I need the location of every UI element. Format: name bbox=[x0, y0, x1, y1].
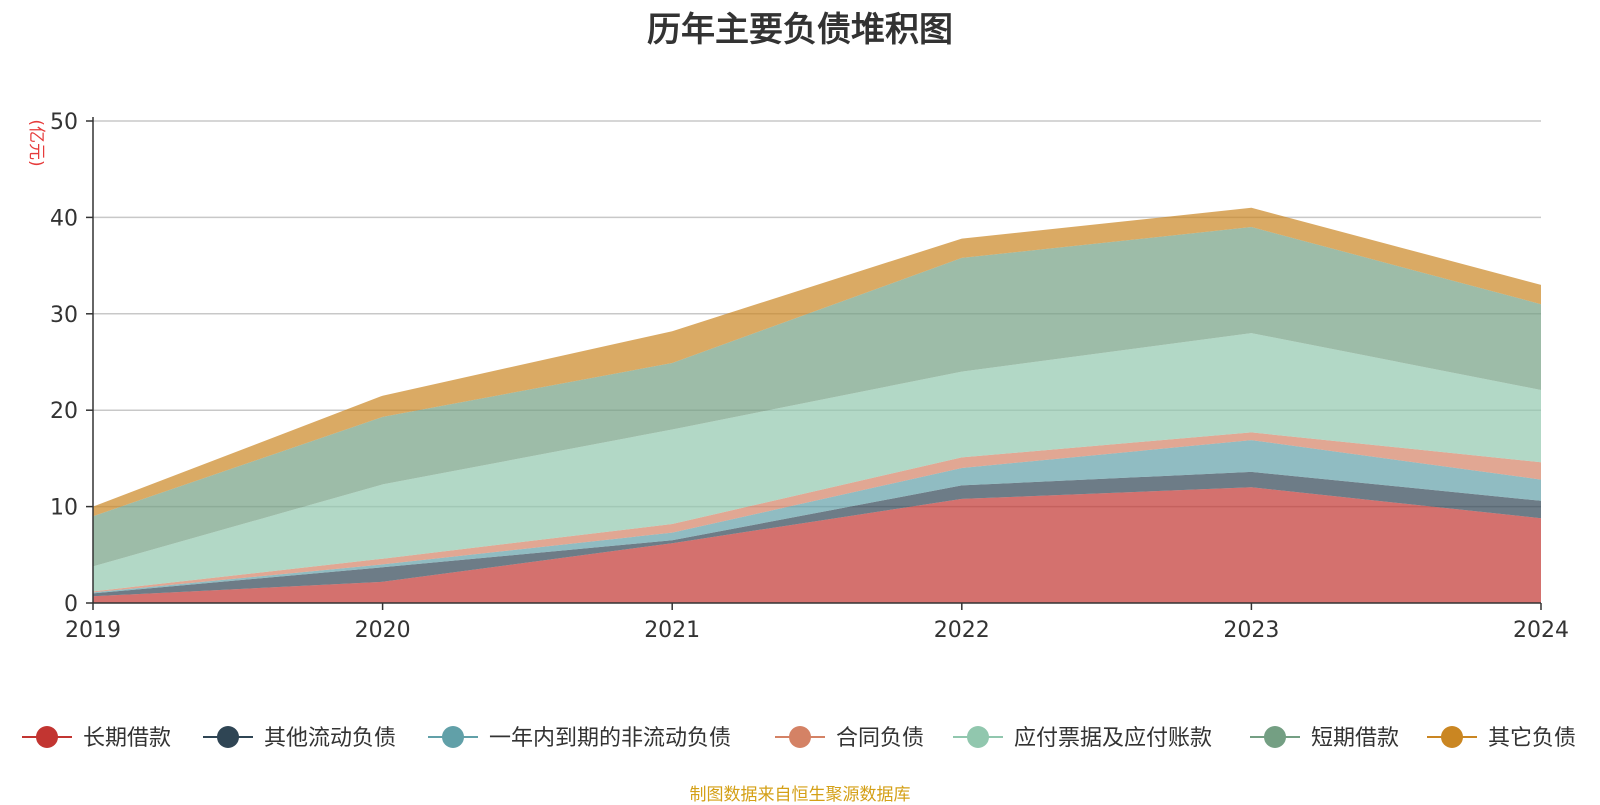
legend-marker bbox=[789, 726, 811, 748]
legend-item[interactable]: 其它负债 bbox=[1427, 726, 1576, 751]
area-series-4 bbox=[93, 333, 1541, 592]
legend-marker bbox=[967, 726, 989, 748]
legend-label: 其它负债 bbox=[1488, 726, 1576, 751]
legend-item[interactable]: 长期借款 bbox=[22, 726, 171, 751]
area-series-1 bbox=[93, 471, 1541, 597]
y-tick-label: 10 bbox=[50, 496, 78, 521]
legend-label: 短期借款 bbox=[1311, 726, 1399, 751]
source-note: 制图数据来自恒生聚源数据库 bbox=[689, 785, 911, 805]
legend-label: 一年内到期的非流动负债 bbox=[489, 726, 731, 751]
x-tick-label: 2020 bbox=[355, 618, 411, 643]
legend-marker bbox=[442, 726, 464, 748]
legend-item[interactable]: 合同负债 bbox=[775, 726, 924, 751]
legend-item[interactable]: 其他流动负债 bbox=[203, 726, 396, 751]
legend-label: 长期借款 bbox=[83, 726, 171, 751]
legend-marker bbox=[217, 726, 239, 748]
x-tick-label: 2022 bbox=[934, 618, 990, 643]
legend-item[interactable]: 一年内到期的非流动负债 bbox=[428, 726, 731, 751]
chart-title: 历年主要负债堆积图 bbox=[647, 10, 953, 50]
legend: 长期借款 其他流动负债 一年内到期的非流动负债 合同负债 应付票据及应付账款 短期借款 其它… bbox=[22, 726, 1576, 751]
y-tick-label: 40 bbox=[50, 206, 78, 231]
legend-label: 合同负债 bbox=[836, 726, 924, 751]
y-tick-label: 0 bbox=[64, 592, 78, 617]
legend-label: 其他流动负债 bbox=[264, 726, 396, 751]
y-tick-label: 30 bbox=[50, 303, 78, 328]
area-series-3 bbox=[93, 432, 1541, 593]
legend-marker bbox=[1441, 726, 1463, 748]
y-tick-label: 20 bbox=[50, 399, 78, 424]
x-tick-label: 2021 bbox=[644, 618, 700, 643]
stacked-areas bbox=[93, 207, 1541, 603]
legend-item[interactable]: 短期借款 bbox=[1250, 726, 1399, 751]
x-tick-label: 2023 bbox=[1223, 618, 1279, 643]
area-series-0 bbox=[93, 487, 1541, 603]
y-axis-unit-label: (亿元) bbox=[26, 119, 46, 166]
y-tick-label: 50 bbox=[50, 110, 78, 135]
x-tick-label: 2024 bbox=[1513, 618, 1569, 643]
legend-marker bbox=[36, 726, 58, 748]
legend-marker bbox=[1264, 726, 1286, 748]
legend-item[interactable]: 应付票据及应付账款 bbox=[953, 726, 1212, 751]
x-tick-label: 2019 bbox=[65, 618, 121, 643]
axes: 0 10 20 30 40 50 2019 2020 2021 2022 2023 2024 bbox=[50, 110, 1569, 643]
legend-label: 应付票据及应付账款 bbox=[1014, 726, 1212, 751]
area-series-5 bbox=[93, 227, 1541, 567]
